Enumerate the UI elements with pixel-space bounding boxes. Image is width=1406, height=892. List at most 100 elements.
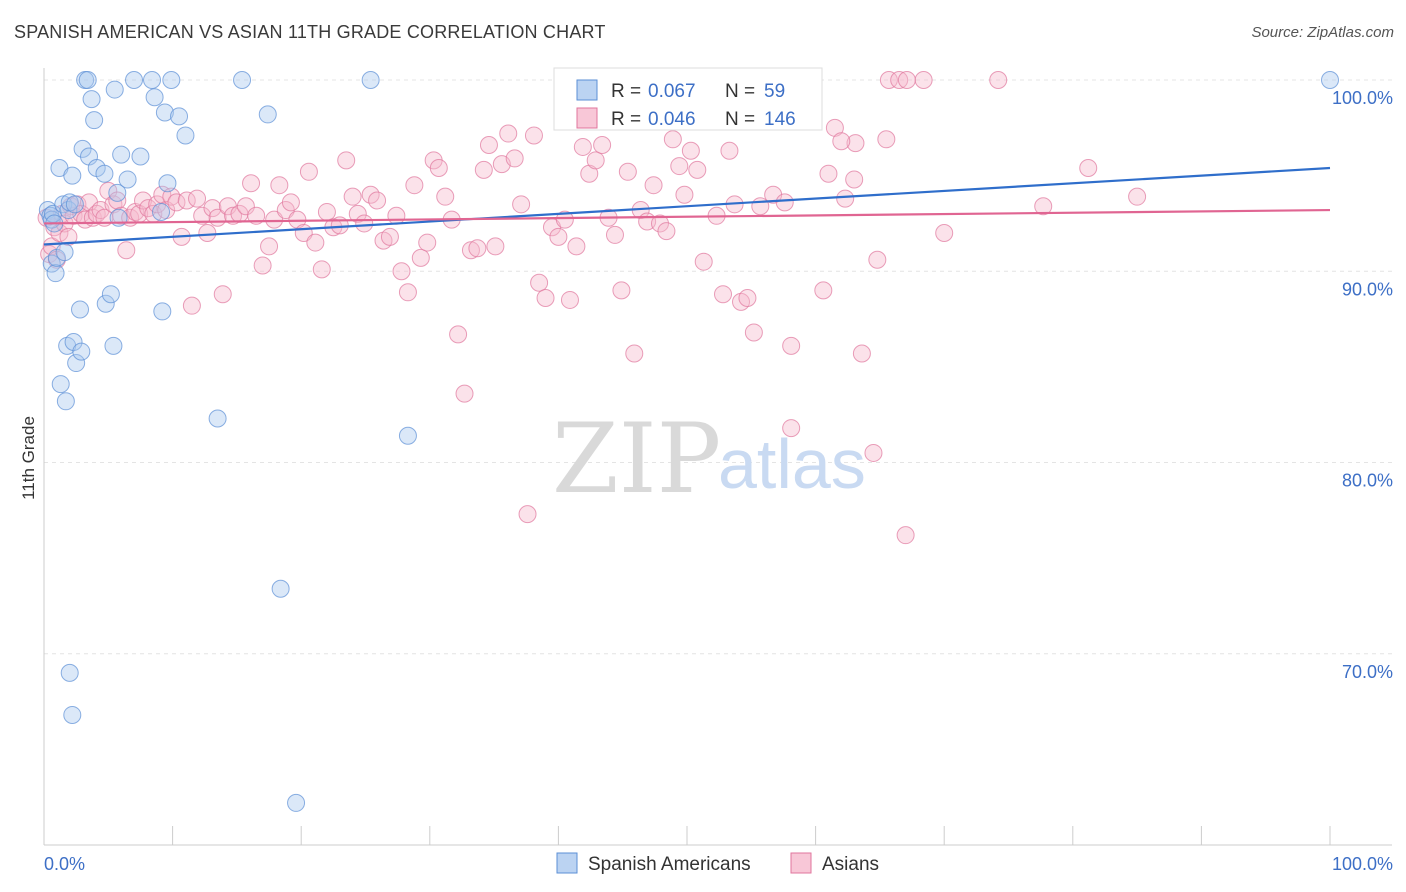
point-s0-12 — [56, 392, 75, 411]
point-s1-138 — [846, 134, 865, 153]
point-s1-67 — [355, 214, 374, 233]
point-s1-129 — [744, 323, 763, 342]
point-s1-69 — [368, 191, 387, 210]
point-s1-143 — [897, 71, 916, 89]
point-s1-115 — [657, 222, 676, 241]
point-s0-33 — [105, 80, 124, 99]
point-s1-51 — [260, 237, 279, 256]
point-s0-27 — [85, 111, 104, 130]
y-tick-labels: 70.0% 80.0% 90.0% 100.0% — [1332, 88, 1393, 682]
point-s0-50 — [233, 71, 252, 89]
point-s1-116 — [663, 130, 682, 149]
y-axis-label: 11th Grade — [19, 416, 38, 500]
y-tick-label-2: 90.0% — [1342, 279, 1393, 299]
point-s1-45 — [224, 206, 243, 225]
point-s1-140 — [877, 130, 896, 149]
point-s0-22 — [73, 139, 92, 158]
point-s1-37 — [182, 296, 201, 315]
point-s1-128 — [738, 289, 757, 308]
point-s1-91 — [505, 149, 524, 168]
point-s1-156 — [1079, 158, 1098, 177]
stats-swatch-1 — [576, 107, 598, 129]
stats-n-value-0: 59 — [764, 81, 785, 102]
point-s1-55 — [281, 193, 300, 212]
point-s0-56 — [1321, 71, 1339, 89]
point-s1-105 — [593, 136, 612, 155]
point-s0-9 — [51, 375, 70, 394]
point-s0-36 — [112, 145, 131, 164]
legend-swatch-1 — [790, 852, 812, 874]
source-label: Source: ZipAtlas.com — [1251, 24, 1394, 41]
point-s1-133 — [775, 193, 794, 212]
point-s1-139 — [868, 250, 887, 269]
point-s1-74 — [398, 283, 417, 302]
point-s1-80 — [436, 187, 455, 206]
point-s1-82 — [449, 325, 468, 344]
point-s1-154 — [989, 71, 1008, 89]
point-s1-124 — [714, 285, 733, 304]
chart-title: SPANISH AMERICAN VS ASIAN 11TH GRADE COR… — [14, 22, 606, 42]
point-s1-157 — [1128, 187, 1147, 206]
point-s0-53 — [287, 793, 306, 812]
point-s1-125 — [720, 141, 739, 160]
point-s1-64 — [337, 151, 356, 170]
point-s1-108 — [612, 281, 631, 300]
point-s0-40 — [143, 71, 162, 89]
legend-swatch-0 — [556, 852, 578, 874]
point-s0-29 — [95, 164, 114, 183]
y-tick-label-1: 80.0% — [1342, 471, 1393, 491]
point-s1-104 — [586, 151, 605, 170]
point-s1-83 — [455, 384, 474, 403]
point-s1-79 — [429, 158, 448, 177]
stats-n-label-0: N = — [725, 81, 755, 102]
point-s1-5 — [50, 224, 69, 242]
point-s1-114 — [650, 214, 669, 233]
point-s1-152 — [832, 132, 851, 151]
point-s1-90 — [499, 124, 518, 143]
point-s1-109 — [618, 162, 637, 181]
point-s1-72 — [387, 206, 406, 225]
point-s1-121 — [694, 252, 713, 271]
point-s0-48 — [176, 126, 195, 145]
point-s1-65 — [343, 187, 362, 206]
point-s1-150 — [896, 526, 915, 545]
point-s1-85 — [468, 239, 487, 258]
axes — [43, 68, 1392, 846]
trend-lines — [43, 166, 1331, 246]
point-s0-32 — [104, 336, 123, 355]
point-s1-48 — [242, 174, 261, 193]
watermark-zip: ZIP — [552, 403, 721, 515]
x-tick-labels: 0.0% 100.0% — [44, 854, 1393, 874]
point-s1-41 — [203, 199, 222, 218]
point-s1-53 — [270, 176, 289, 195]
point-s1-23 — [117, 241, 136, 260]
point-s1-110 — [625, 344, 644, 363]
stats-r-label-0: R = — [611, 81, 641, 102]
stats-legend-box — [553, 67, 823, 131]
point-s0-34 — [108, 183, 127, 202]
point-s1-118 — [675, 185, 694, 204]
point-s1-87 — [479, 136, 498, 155]
point-s0-58 — [63, 705, 82, 724]
point-s0-45 — [158, 174, 177, 193]
point-s0-55 — [398, 426, 417, 445]
point-s1-113 — [644, 176, 663, 195]
point-s1-117 — [670, 157, 689, 176]
point-s1-92 — [512, 195, 531, 214]
point-s1-59 — [306, 233, 325, 252]
point-s1-99 — [555, 210, 574, 229]
legend-label-0: Spanish Americans — [588, 854, 751, 875]
point-s0-57 — [60, 663, 79, 682]
point-s1-145 — [864, 443, 883, 462]
point-s1-142 — [890, 71, 909, 89]
point-s1-58 — [299, 162, 318, 181]
point-s1-88 — [486, 237, 505, 256]
point-s1-155 — [1034, 197, 1053, 216]
bottom-legend: Spanish Americans Asians — [556, 852, 879, 875]
point-s1-73 — [392, 262, 411, 281]
point-s1-144 — [914, 71, 933, 89]
stats-legend: R = 0.067 N = 59 R = 0.046 N = 146 — [553, 67, 823, 131]
point-s1-84 — [461, 241, 480, 260]
point-s1-100 — [560, 290, 579, 309]
point-s1-119 — [681, 141, 700, 160]
